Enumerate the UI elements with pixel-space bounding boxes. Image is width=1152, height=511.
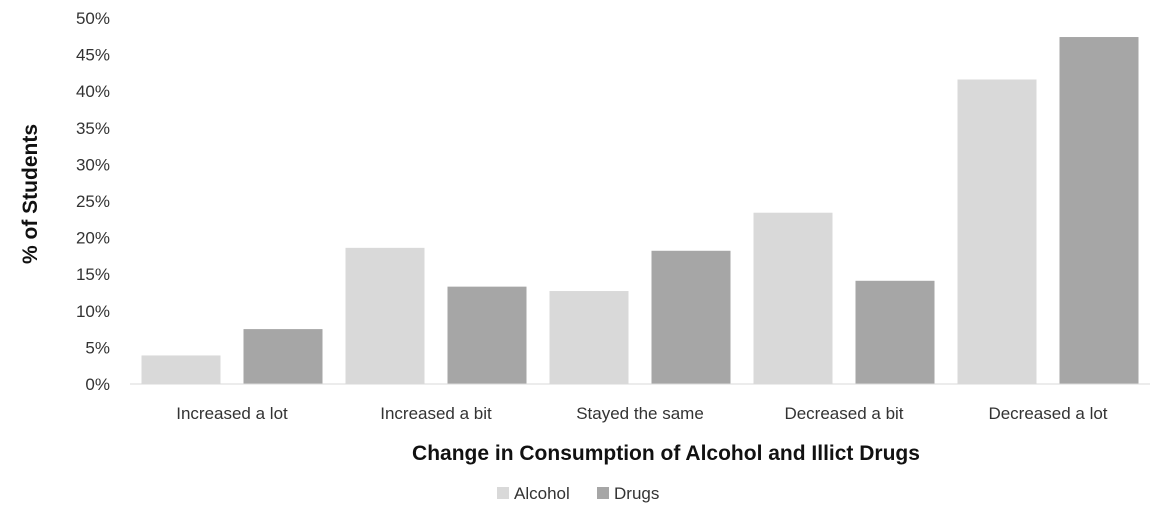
y-tick-label: 35% — [76, 119, 110, 138]
category-label: Increased a bit — [380, 404, 492, 423]
y-tick-label: 15% — [76, 265, 110, 284]
category-labels: Increased a lot Increased a bit Stayed the… — [176, 404, 1108, 423]
y-tick-label: 50% — [76, 9, 110, 28]
category-label: Stayed the same — [576, 404, 704, 423]
bar-alcohol — [753, 212, 833, 384]
bar-drugs — [447, 286, 527, 384]
y-tick-label: 30% — [76, 155, 110, 174]
legend-label-drugs: Drugs — [614, 484, 659, 503]
y-tick-label: 45% — [76, 46, 110, 65]
legend-swatch-drugs — [597, 487, 609, 499]
legend-label-alcohol: Alcohol — [514, 484, 570, 503]
y-tick-label: 25% — [76, 192, 110, 211]
bar-drugs — [651, 250, 731, 384]
category-label: Decreased a bit — [784, 404, 903, 423]
legend-swatch-alcohol — [497, 487, 509, 499]
y-axis-ticks: 0% 5% 10% 15% 20% 25% 30% 35% 40% 45% 50% — [76, 9, 110, 394]
y-axis-title: % of Students — [19, 124, 42, 264]
bar-alcohol — [345, 247, 425, 384]
y-tick-label: 40% — [76, 82, 110, 101]
bar-alcohol — [549, 291, 629, 384]
category-label: Increased a lot — [176, 404, 288, 423]
bar-alcohol — [957, 79, 1037, 384]
bar-drugs — [855, 280, 935, 384]
y-tick-label: 5% — [85, 338, 110, 357]
legend: Alcohol Drugs — [497, 484, 659, 503]
x-axis-title: Change in Consumption of Alcohol and Ill… — [412, 442, 920, 465]
bar-drugs — [243, 329, 323, 384]
y-tick-label: 10% — [76, 302, 110, 321]
bars — [141, 37, 1139, 384]
bar-alcohol — [141, 355, 221, 384]
y-tick-label: 20% — [76, 229, 110, 248]
category-label: Decreased a lot — [988, 404, 1107, 423]
bar-drugs — [1059, 37, 1139, 384]
y-tick-label: 0% — [85, 375, 110, 394]
